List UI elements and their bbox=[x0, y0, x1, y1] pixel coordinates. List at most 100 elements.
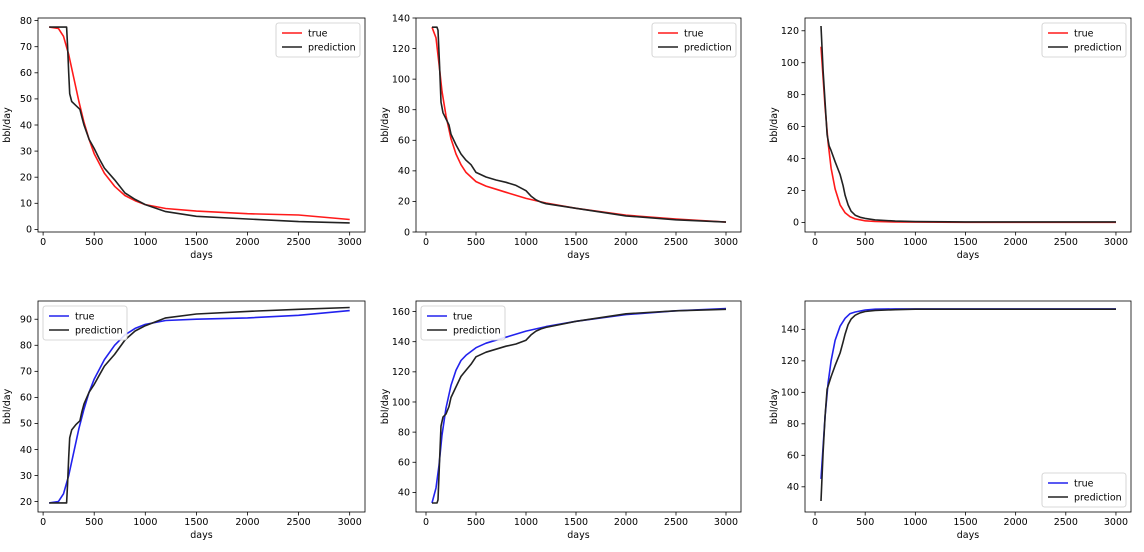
series-line-true bbox=[820, 308, 1116, 479]
x-axis-label: days bbox=[190, 250, 212, 261]
legend: true prediction bbox=[1041, 472, 1127, 508]
legend-label-true: true bbox=[75, 311, 95, 322]
x-tick-label: 1000 bbox=[133, 517, 157, 528]
x-tick-label: 500 bbox=[85, 517, 103, 528]
y-tick-label: 120 bbox=[392, 367, 410, 378]
y-tick-label: 0 bbox=[404, 227, 410, 238]
y-tick-label: 30 bbox=[20, 146, 32, 157]
legend-box bbox=[1041, 22, 1127, 58]
y-tick-label: 40 bbox=[398, 166, 410, 177]
x-tick-label: 0 bbox=[812, 517, 818, 528]
y-tick-label: 80 bbox=[787, 419, 799, 430]
y-tick-label: 80 bbox=[398, 105, 410, 116]
x-tick-label: 2500 bbox=[1054, 517, 1078, 528]
legend-box bbox=[420, 305, 506, 341]
y-tick-label: 120 bbox=[781, 356, 799, 367]
chart-panel-2: 0 500 1000 1500 2000 2500 3000 0 20 40 60 80 100 120 1… bbox=[380, 13, 742, 261]
y-tick-label: 40 bbox=[20, 445, 32, 456]
y-tick-label: 140 bbox=[781, 325, 799, 336]
chart-panel-5: 0 500 1000 1500 2000 2500 3000 40 60 80 100 120 140 1… bbox=[380, 300, 742, 541]
x-tick-label: 500 bbox=[467, 517, 485, 528]
series-line-prediction bbox=[432, 26, 727, 223]
x-tick-label: 2000 bbox=[235, 517, 259, 528]
x-tick-label: 3000 bbox=[338, 517, 362, 528]
y-tick-label: 20 bbox=[787, 186, 799, 197]
legend-label-true: true bbox=[453, 311, 473, 322]
x-axis-label: days bbox=[957, 530, 979, 541]
series-line-prediction bbox=[49, 306, 350, 504]
legend: true prediction bbox=[42, 305, 128, 341]
legend-label-prediction: prediction bbox=[308, 42, 356, 53]
y-tick-label: 40 bbox=[20, 120, 32, 131]
x-tick-label: 1000 bbox=[514, 517, 538, 528]
y-tick-label: 120 bbox=[392, 44, 410, 55]
axes-frame bbox=[804, 17, 1132, 233]
x-tick-label: 1000 bbox=[903, 237, 927, 248]
y-tick-label: 60 bbox=[787, 122, 799, 133]
y-tick-label: 20 bbox=[398, 197, 410, 208]
x-tick-label: 1500 bbox=[184, 517, 208, 528]
legend: true prediction bbox=[1041, 22, 1127, 58]
y-axis-label: bbl/day bbox=[769, 388, 780, 424]
y-tick-label: 60 bbox=[20, 393, 32, 404]
x-tick-label: 0 bbox=[423, 517, 429, 528]
axes-frame bbox=[415, 17, 742, 233]
axes-frame bbox=[415, 300, 742, 513]
y-tick-label: 100 bbox=[781, 388, 799, 399]
y-tick-label: 40 bbox=[787, 482, 799, 493]
legend: true prediction bbox=[275, 22, 361, 58]
y-tick-label: 80 bbox=[20, 16, 32, 27]
series-line-prediction bbox=[820, 308, 1116, 502]
x-tick-label: 500 bbox=[856, 517, 874, 528]
x-tick-label: 2500 bbox=[664, 517, 688, 528]
y-tick-label: 60 bbox=[398, 136, 410, 147]
chart-panel-3: 0 500 1000 1500 2000 2500 3000 0 20 40 60 80 100 120 d… bbox=[769, 17, 1132, 261]
legend-label-prediction: prediction bbox=[75, 325, 123, 336]
y-tick-label: 80 bbox=[398, 427, 410, 438]
axes-frame bbox=[37, 300, 366, 513]
legend-box bbox=[651, 22, 737, 58]
x-tick-label: 0 bbox=[40, 517, 46, 528]
y-axis-label: bbl/day bbox=[2, 107, 13, 143]
y-axis-label: bbl/day bbox=[380, 107, 391, 143]
series-line-true bbox=[820, 46, 1116, 224]
x-tick-label: 0 bbox=[40, 237, 46, 248]
series-line-prediction bbox=[820, 25, 1116, 223]
y-tick-label: 140 bbox=[392, 13, 410, 24]
x-tick-label: 2500 bbox=[286, 237, 310, 248]
x-tick-label: 1500 bbox=[564, 237, 588, 248]
x-tick-label: 3000 bbox=[1104, 237, 1128, 248]
x-tick-label: 500 bbox=[467, 237, 485, 248]
legend: true prediction bbox=[651, 22, 737, 58]
y-tick-label: 60 bbox=[398, 458, 410, 469]
x-tick-label: 1000 bbox=[903, 517, 927, 528]
x-axis-label: days bbox=[567, 530, 589, 541]
x-tick-label: 3000 bbox=[1104, 517, 1128, 528]
x-tick-label: 3000 bbox=[338, 237, 362, 248]
x-axis-label: days bbox=[567, 250, 589, 261]
y-tick-label: 0 bbox=[793, 218, 799, 229]
series-line-prediction bbox=[432, 308, 727, 504]
legend-label-prediction: prediction bbox=[1074, 492, 1122, 503]
x-tick-label: 3000 bbox=[714, 237, 738, 248]
y-tick-label: 60 bbox=[787, 451, 799, 462]
legend-label-prediction: prediction bbox=[453, 325, 501, 336]
y-tick-label: 80 bbox=[20, 341, 32, 352]
y-tick-label: 70 bbox=[20, 367, 32, 378]
series-line-prediction bbox=[49, 26, 350, 224]
x-tick-label: 0 bbox=[812, 237, 818, 248]
y-tick-label: 20 bbox=[20, 172, 32, 183]
x-tick-label: 2500 bbox=[1054, 237, 1078, 248]
legend-label-prediction: prediction bbox=[684, 42, 732, 53]
x-tick-label: 1500 bbox=[953, 237, 977, 248]
y-tick-label: 0 bbox=[26, 225, 32, 236]
x-tick-label: 2000 bbox=[235, 237, 259, 248]
chart-panel-6: 0 500 1000 1500 2000 2500 3000 40 60 80 100 120 140 d… bbox=[769, 300, 1132, 541]
x-tick-label: 2500 bbox=[664, 237, 688, 248]
x-tick-label: 1000 bbox=[514, 237, 538, 248]
y-tick-label: 30 bbox=[20, 471, 32, 482]
y-tick-label: 160 bbox=[392, 307, 410, 318]
legend-box bbox=[275, 22, 361, 58]
chart-panel-4: 0 500 1000 1500 2000 2500 3000 20 30 40 50 60 70 80 90… bbox=[2, 300, 366, 541]
